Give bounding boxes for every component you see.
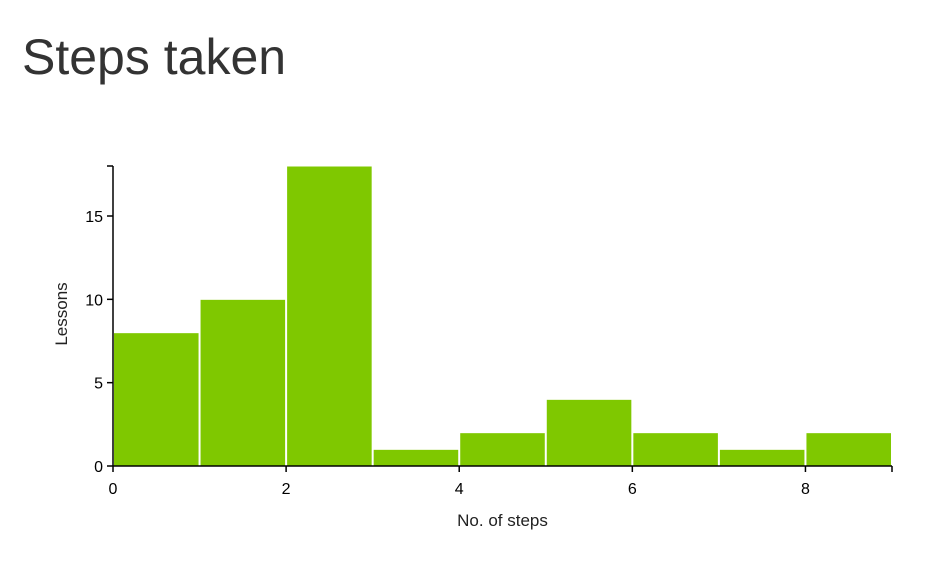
page-title: Steps taken (22, 29, 287, 85)
x-tick-label: 6 (628, 481, 637, 498)
x-axis-label: No. of steps (457, 511, 548, 530)
x-tick-label: 2 (282, 481, 291, 498)
histogram-bar (459, 432, 546, 467)
x-axis: 0 2 4 6 8 (109, 465, 893, 498)
y-axis: 0 5 10 15 (85, 165, 114, 476)
histogram-bar (199, 298, 287, 467)
y-tick-label: 15 (85, 209, 103, 226)
histogram-bar (718, 448, 806, 467)
x-tick-label: 4 (455, 481, 464, 498)
x-tick-label: 0 (109, 481, 118, 498)
histogram-bar (805, 432, 893, 467)
bars-group (113, 165, 893, 467)
histogram-bar (113, 332, 200, 467)
histogram-bar (545, 398, 633, 467)
x-tick-label: 8 (801, 481, 810, 498)
histogram-bar (372, 448, 460, 467)
y-tick-label: 0 (94, 459, 103, 476)
y-tick-label: 5 (94, 376, 103, 393)
y-tick-label: 10 (85, 292, 103, 309)
histogram-bar (632, 432, 719, 467)
y-axis-label: Lessons (52, 282, 71, 345)
histogram-bar (286, 165, 373, 467)
